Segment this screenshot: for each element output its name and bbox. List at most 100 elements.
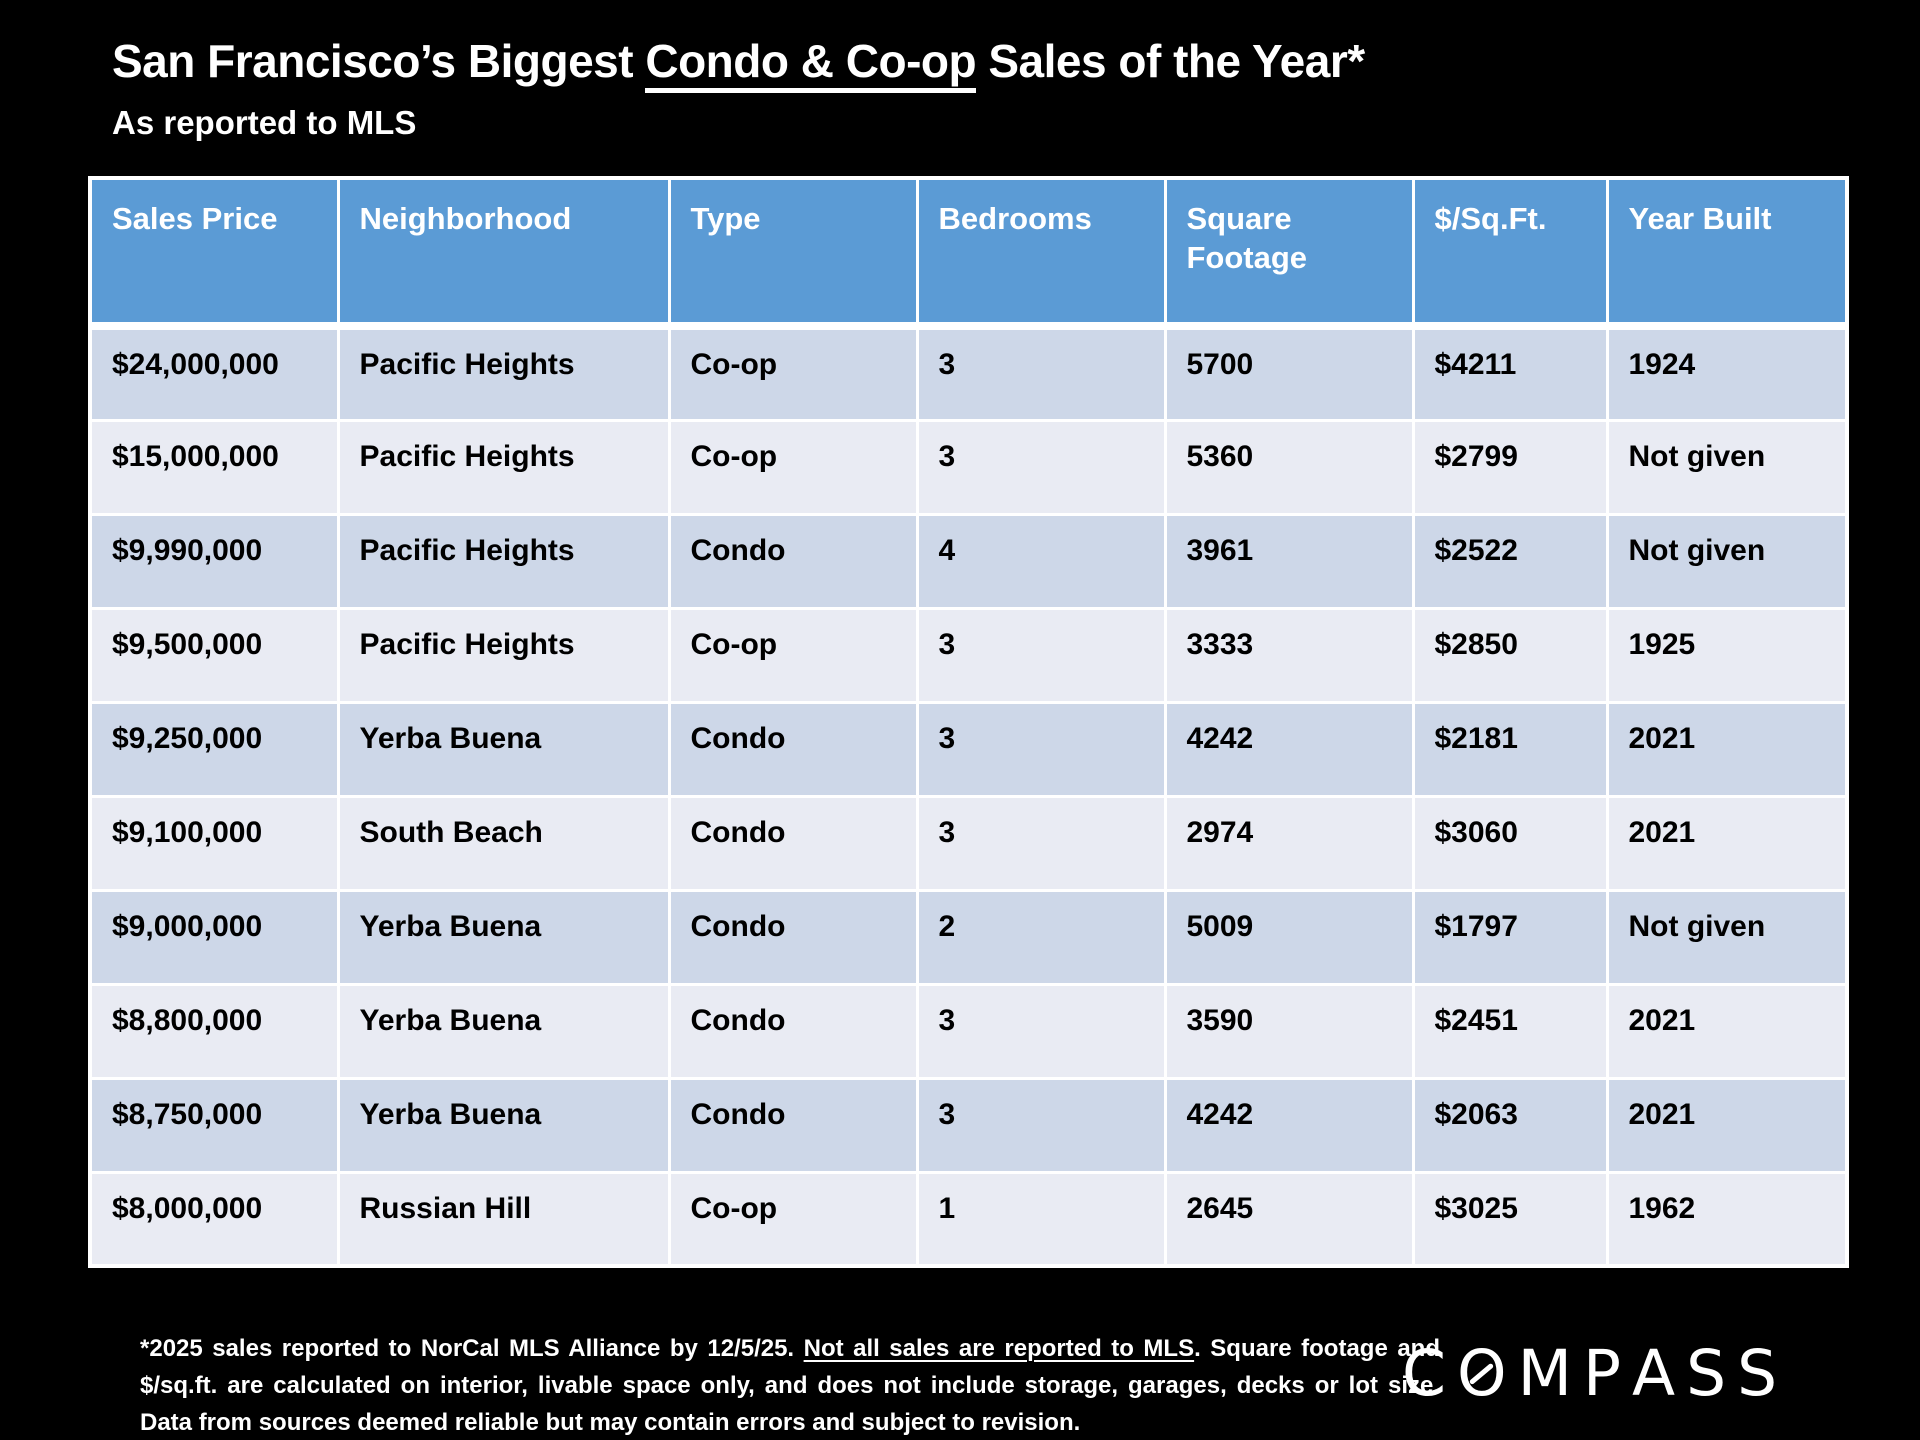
table-cell: $1797 [1411,888,1609,986]
table-cell: Not given [1605,418,1849,516]
table-cell: $2181 [1411,700,1609,798]
table-cell: Yerba Buena [336,982,671,1080]
table-row: $9,990,000 Pacific Heights Condo 4 3961 $2522… [88,512,1849,610]
table-cell: $24,000,000 [88,324,340,422]
table-cell: 2974 [1163,794,1415,892]
table-cell: 5700 [1163,324,1415,422]
table-cell: 2645 [1163,1170,1415,1268]
table-cell: $9,250,000 [88,700,340,798]
table-cell: South Beach [336,794,671,892]
table-cell: Yerba Buena [336,1076,671,1174]
table-cell: Pacific Heights [336,606,671,704]
table-cell: 3961 [1163,512,1415,610]
column-header: Neighborhood [336,176,671,330]
compass-logo-letter: P [1582,1337,1621,1410]
table-cell: 4242 [1163,700,1415,798]
table-cell: 3 [915,324,1167,422]
column-header: Type [667,176,919,330]
footnote-text-start: *2025 sales reported to NorCal MLS Allia… [140,1335,804,1362]
table-row: $9,500,000 Pacific Heights Co-op 3 3333 $2850… [88,606,1849,704]
table-cell: Pacific Heights [336,418,671,516]
table-cell: Condo [667,1076,919,1174]
compass-logo-letter: S [1686,1337,1727,1410]
table-cell: Co-op [667,324,919,422]
column-header: $/Sq.Ft. [1411,176,1609,330]
table-cell: 2021 [1605,982,1849,1080]
table-cell: $9,990,000 [88,512,340,610]
table-cell: Condo [667,888,919,986]
table-header: Sales Price Neighborhood Type Bedrooms Squar… [88,176,1849,330]
table-cell: Co-op [667,606,919,704]
table-cell: $9,000,000 [88,888,340,986]
table-cell: 3 [915,794,1167,892]
page-title: San Francisco’s Biggest Condo & Co-op Sa… [112,34,1365,93]
sales-table-container: Sales Price Neighborhood Type Bedrooms Squar… [88,176,1849,1268]
table-cell: 3333 [1163,606,1415,704]
compass-logo-letter: C [1402,1337,1446,1410]
table-cell: 2 [915,888,1167,986]
table-cell: 3 [915,700,1167,798]
sales-table: Sales Price Neighborhood Type Bedrooms Squar… [88,176,1849,1268]
table-row: $9,100,000 South Beach Condo 3 2974 $3060 2021 [88,794,1849,892]
table-cell: 3590 [1163,982,1415,1080]
table-cell: Condo [667,700,919,798]
title-suffix: Sales of the Year* [976,35,1365,87]
table-cell: $3025 [1411,1170,1609,1268]
table-cell: $15,000,000 [88,418,340,516]
table-cell: Russian Hill [336,1170,671,1268]
column-header: Square Footage [1163,176,1415,330]
table-cell: 2021 [1605,700,1849,798]
table-row: $8,800,000 Yerba Buena Condo 3 3590 $2451 2021 [88,982,1849,1080]
table-cell: 4242 [1163,1076,1415,1174]
table-cell: 3 [915,606,1167,704]
table-cell: $8,000,000 [88,1170,340,1268]
table-cell: 4 [915,512,1167,610]
table-cell: 3 [915,418,1167,516]
footnote-text-end: . Square footage and $/sq.ft. are calcul… [140,1335,1440,1436]
table-cell: 3 [915,982,1167,1080]
compass-logo-letter: A [1631,1337,1676,1410]
table-cell: Not given [1605,512,1849,610]
table-cell: $2850 [1411,606,1609,704]
table-cell: $9,500,000 [88,606,340,704]
table-cell: Pacific Heights [336,512,671,610]
table-row: $8,750,000 Yerba Buena Condo 3 4242 $2063 2021 [88,1076,1849,1174]
table-cell: 5360 [1163,418,1415,516]
table-cell: $8,800,000 [88,982,340,1080]
column-header: Year Built [1605,176,1849,330]
table-cell: Co-op [667,418,919,516]
table-cell: Yerba Buena [336,700,671,798]
compass-logo-needle-o: O [1457,1337,1507,1410]
table-cell: $2451 [1411,982,1609,1080]
table-cell: 1 [915,1170,1167,1268]
table-cell: 1925 [1605,606,1849,704]
table-cell: 1924 [1605,324,1849,422]
footnote: *2025 sales reported to NorCal MLS Allia… [140,1330,1440,1440]
footnote-underlined-phrase: Not all sales are reported to MLS [803,1335,1195,1362]
table-body: $24,000,000 Pacific Heights Co-op 3 5700 $421… [88,324,1849,1268]
table-row: $15,000,000 Pacific Heights Co-op 3 5360 $279… [88,418,1849,516]
title-prefix: San Francisco’s Biggest [112,35,646,87]
compass-logo-letter: M [1517,1337,1572,1410]
table-cell: 5009 [1163,888,1415,986]
header-row: Sales Price Neighborhood Type Bedrooms Squar… [88,176,1849,330]
table-cell: 2021 [1605,794,1849,892]
table-row: $24,000,000 Pacific Heights Co-op 3 5700 $421… [88,324,1849,422]
table-cell: $4211 [1411,324,1609,422]
table-cell: $8,750,000 [88,1076,340,1174]
compass-logo-letter: S [1737,1337,1778,1410]
table-cell: Pacific Heights [336,324,671,422]
table-cell: $2522 [1411,512,1609,610]
column-header: Bedrooms [915,176,1167,330]
table-cell: $3060 [1411,794,1609,892]
table-cell: Co-op [667,1170,919,1268]
table-cell: Yerba Buena [336,888,671,986]
table-cell: $2063 [1411,1076,1609,1174]
column-header: Sales Price [88,176,340,330]
table-cell: Not given [1605,888,1849,986]
table-cell: Condo [667,512,919,610]
table-cell: $2799 [1411,418,1609,516]
table-row: $8,000,000 Russian Hill Co-op 1 2645 $3025 196… [88,1170,1849,1268]
